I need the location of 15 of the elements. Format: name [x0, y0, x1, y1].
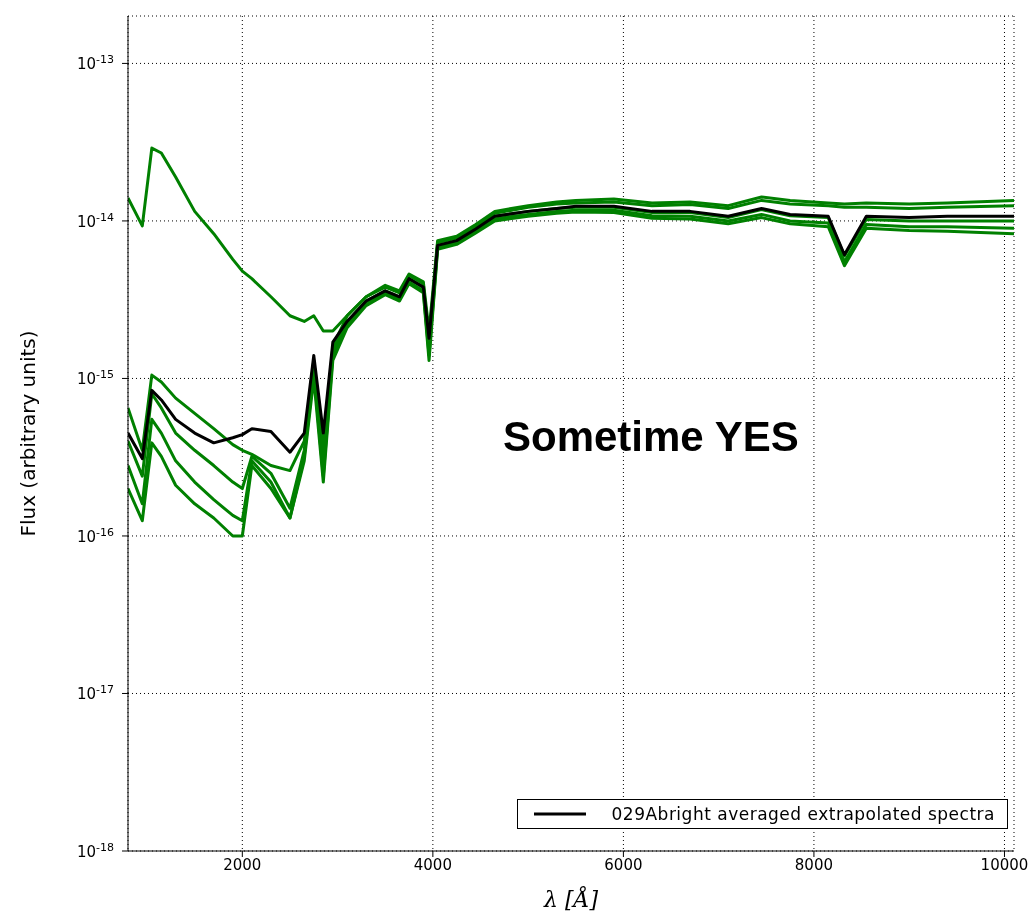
y-tick-label: 10$^{-13}$ — [76, 52, 114, 74]
x-tick-label: 8000 — [794, 855, 834, 874]
legend-label: 029Abright averaged extrapolated spectra — [611, 804, 995, 824]
y-tick-label: 10$^{-18}$ — [76, 840, 114, 861]
x-tick-label: 2000 — [223, 855, 262, 874]
x-tick-label: 4000 — [413, 855, 452, 874]
y-axis-title: Flux (arbitrary units) — [16, 330, 41, 537]
y-tick-label: 10$^{-15}$ — [76, 367, 114, 389]
y-tick-label: 10$^{-16}$ — [76, 525, 114, 546]
y-tick-label: 10$^{-14}$ — [76, 210, 114, 231]
x-axis-title: λ [Å] — [543, 885, 599, 912]
annotation: Sometime YES — [503, 413, 799, 461]
y-tick-label: 10$^{-17}$ — [76, 682, 114, 704]
x-tick-label: 10000 — [980, 855, 1029, 874]
x-tick-label: 6000 — [604, 855, 643, 874]
